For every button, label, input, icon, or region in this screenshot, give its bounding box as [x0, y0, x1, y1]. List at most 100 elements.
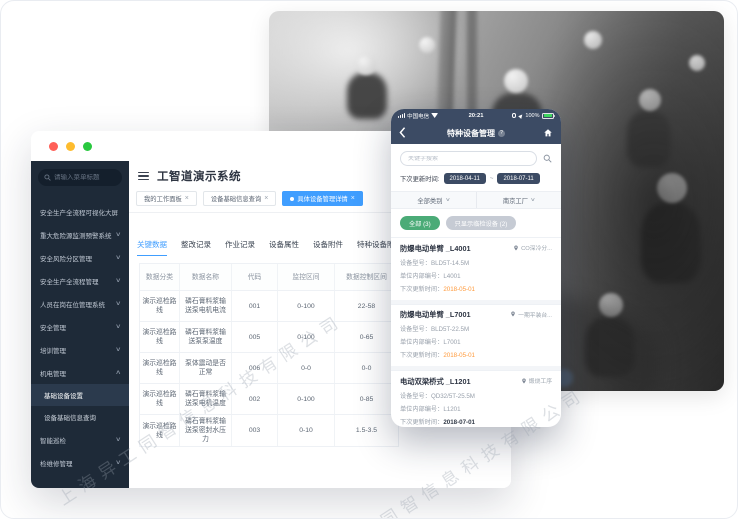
sidebar-search-input[interactable]	[54, 174, 116, 181]
category-select[interactable]: 全部类别 ∨	[391, 192, 477, 208]
table-row[interactable]: 演示巡检路线 磷石膏料浆输送泵电机电流 001 0-100 22-58	[140, 291, 398, 322]
worker-silhouette	[585, 317, 635, 377]
worker-silhouette	[347, 73, 387, 119]
sidebar-item-training-mgmt[interactable]: 培训管理 ∨	[40, 347, 121, 355]
close-icon[interactable]: ×	[184, 195, 189, 202]
equipment-location: CO深冷分...	[513, 243, 552, 252]
search-icon[interactable]	[543, 154, 552, 163]
sidebar-item-maintenance-mgmt[interactable]: 检维修管理 ∨	[40, 460, 121, 468]
next-update-date: 2018-05-01	[443, 285, 475, 293]
field-label: 单位内部编号：	[400, 272, 444, 280]
tab-device-attrs[interactable]: 设备属性	[269, 240, 299, 249]
tab-special-attachments[interactable]: 特种设备附件	[357, 240, 402, 249]
sidebar-item-safety-mgmt[interactable]: 安全管理 ∨	[40, 324, 121, 332]
chevron-down-icon: ∨	[114, 232, 121, 238]
sidebar-item-risk-zone[interactable]: 安全风险分区管理 ∨	[40, 255, 121, 263]
equipment-list: 防爆电动单臂 _L4001 CO深冷分... 设备型号：BLD5T-14.5M …	[391, 237, 561, 427]
field-label: 设备型号：	[400, 326, 431, 333]
factory-select[interactable]: 南京工厂 ∨	[502, 197, 536, 205]
equipment-location: 一期平装台...	[510, 310, 552, 319]
col-header: 监控区间	[278, 264, 335, 290]
equipment-list-item[interactable]: 电动双梁桥式 _L1201 煅烧工序 设备型号：QD32/5T-25.5M 单位…	[391, 370, 561, 427]
table-row[interactable]: 演示巡检路线 磷石膏料浆输送泵泵温度 005 0-100 0-65	[140, 322, 398, 353]
hardhat	[584, 31, 602, 49]
field-label: 设备型号：	[400, 392, 431, 400]
back-icon[interactable]	[399, 127, 406, 138]
battery-percent-label: 100%	[525, 112, 540, 119]
worker-silhouette	[641, 203, 701, 283]
equipment-title: 防爆电动单臂 _L4001	[400, 243, 471, 253]
pill-all[interactable]: 全部 (3)	[400, 216, 440, 230]
search-icon	[44, 174, 51, 181]
hardhat	[689, 55, 705, 71]
close-icon[interactable]: ×	[350, 195, 355, 202]
chevron-down-icon: ∨	[114, 460, 121, 466]
page-title: 工智道演示系统	[157, 171, 241, 183]
equipment-title: 防爆电动单臂 _L7001	[400, 310, 471, 319]
keyword-search-input[interactable]	[408, 155, 529, 162]
sidebar-item-hazard-warning[interactable]: 重大危险源监测预警系统 ∨	[40, 232, 121, 240]
field-label: 单位内部编号：	[400, 339, 444, 346]
equipment-title: 电动双梁桥式 _L1201	[400, 376, 471, 386]
location-pin-icon	[522, 378, 526, 383]
minimize-window-button[interactable]	[66, 141, 75, 151]
hamburger-menu-icon[interactable]	[138, 171, 149, 181]
field-label: 下次更新时间：	[400, 352, 444, 359]
sidebar-item-smart-inspection[interactable]: 智能巡检 ∨	[40, 437, 121, 445]
date-from-button[interactable]: 2018-04-11	[443, 173, 486, 184]
tab-device-detail[interactable]: 具体设备管理详情 ×	[282, 191, 363, 206]
tab-device-info-query[interactable]: 设备基础信息查询 ×	[202, 191, 277, 206]
chevron-down-icon: ∨	[114, 278, 121, 284]
tab-rectify-records[interactable]: 整改记录	[181, 240, 211, 249]
date-to-button[interactable]: 2018-07-11	[497, 173, 540, 184]
tab-my-workpanel[interactable]: 我的工作面板 ×	[136, 191, 197, 206]
tab-key-data[interactable]: 关键数据	[137, 239, 167, 256]
chevron-up-icon: ∧	[114, 370, 121, 376]
sidebar-item-safety-process[interactable]: 安全生产全流程管理 ∨	[40, 278, 121, 286]
next-update-filter: 下次更新时间: 2018-04-11 ~ 2018-07-11	[391, 171, 561, 191]
field-value: L7001	[443, 339, 461, 346]
close-icon[interactable]: ×	[264, 195, 269, 202]
chevron-down-icon: ∨	[114, 301, 121, 307]
sidebar-search[interactable]	[38, 169, 122, 186]
close-window-button[interactable]	[49, 141, 58, 151]
location-pin-icon	[514, 245, 518, 250]
sidebar-item-device-info-query[interactable]: 设备基础信息查询	[44, 415, 96, 422]
next-update-date: 2018-05-01	[443, 352, 475, 359]
active-dot-icon	[290, 196, 295, 201]
location-pin-icon	[511, 311, 515, 317]
help-icon[interactable]: ?	[498, 129, 505, 137]
equipment-list-item[interactable]: 防爆电动单臂 _L7001 一期平装台... 设备型号：BLD5T-22.5M …	[391, 303, 561, 370]
sidebar-item-personnel[interactable]: 人员在岗在位管理系统 ∨	[40, 301, 121, 309]
keyword-search-field[interactable]	[400, 151, 537, 166]
pill-inspection-only[interactable]: 只显示临检设备 (2)	[445, 216, 517, 230]
col-header: 数据名称	[180, 264, 232, 290]
field-value: BLD5T-22.5M	[430, 326, 470, 333]
table-row[interactable]: 演示巡检路线 泵体震动是否正常 006 0-0 0-0	[140, 353, 398, 384]
table-header-row: 数据分类 数据名称 代码 监控区间 数据控制区间	[140, 264, 398, 291]
filter-pills: 全部 (3) 只显示临检设备 (2)	[391, 209, 561, 237]
col-header: 代码	[232, 264, 278, 290]
key-data-table: 数据分类 数据名称 代码 监控区间 数据控制区间 演示巡检路线 磷石膏料浆输送泵…	[139, 263, 399, 447]
field-value: L1201	[443, 405, 461, 413]
equipment-list-item[interactable]: 防爆电动单臂 _L4001 CO深冷分... 设备型号：BLD5T-14.5M …	[391, 237, 561, 304]
table-row[interactable]: 演示巡检路线 磷石膏料浆输送泵电机温度 002 0-100 0-85	[140, 384, 398, 415]
tab-device-attachments[interactable]: 设备附件	[313, 240, 343, 249]
wifi-icon	[431, 113, 439, 118]
table-row[interactable]: 演示巡检路线 磷石膏料浆输送泵密封水压力 003 0-10 1.5-3.5	[140, 415, 398, 447]
hardhat	[657, 173, 687, 203]
sidebar-item-visual-screen[interactable]: 安全生产全流程可视化大屏	[40, 209, 118, 217]
home-icon[interactable]	[543, 128, 553, 138]
chevron-down-icon: ∨	[114, 255, 121, 261]
col-header: 数据控制区间	[335, 264, 398, 290]
sidebar-item-basic-device-setup[interactable]: 基础设备设置	[31, 384, 129, 406]
hardhat	[599, 293, 623, 317]
chevron-down-icon: ∨	[114, 437, 121, 443]
tab-work-records[interactable]: 作业记录	[225, 240, 255, 249]
clock-label: 20:21	[468, 112, 484, 119]
hardhat	[639, 89, 661, 111]
phone-search-row	[391, 144, 561, 171]
zoom-window-button[interactable]	[83, 141, 92, 151]
sidebar-item-electromech-mgmt[interactable]: 机电管理 ∧	[40, 370, 121, 378]
hardhat	[504, 69, 528, 93]
